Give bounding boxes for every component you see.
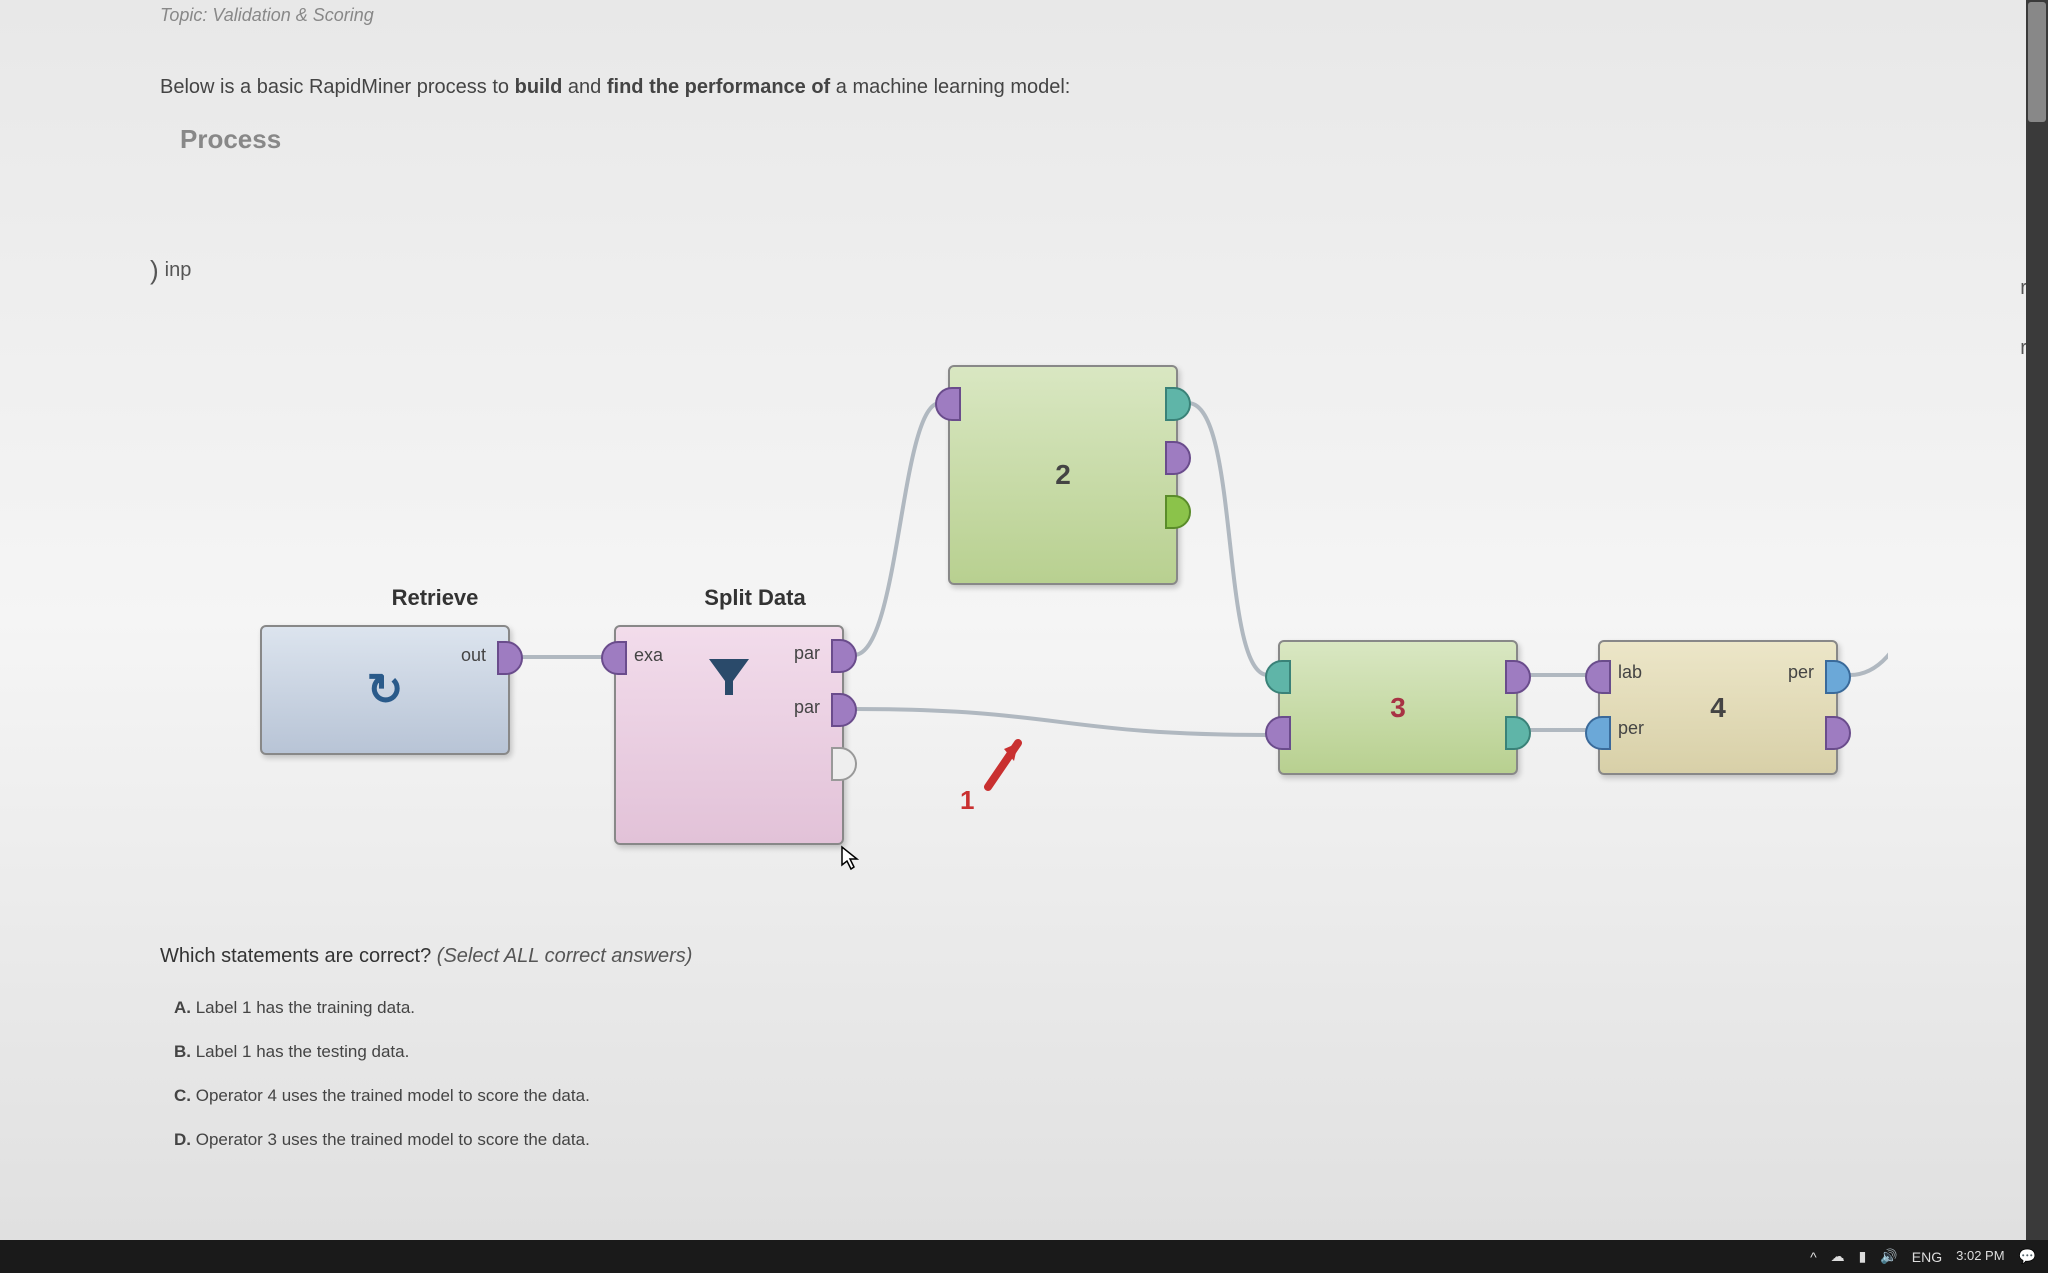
tray-clock[interactable]: 3:02 PM (1956, 1249, 2004, 1263)
opt-letter: D. (174, 1130, 191, 1149)
tray-cloud-icon[interactable]: ☁ (1831, 1248, 1845, 1265)
answer-list: A. Label 1 has the training data. B. Lab… (174, 998, 1888, 1150)
opt-text: Label 1 has the testing data. (191, 1042, 409, 1061)
red-arrow-icon (980, 735, 1030, 795)
opt-text: Label 1 has the training data. (191, 998, 415, 1017)
tray-lang[interactable]: ENG (1912, 1249, 1942, 1265)
split-exa-label: exa (634, 645, 663, 666)
page-content: Topic: Validation & Scoring Below is a b… (0, 0, 2048, 1240)
answer-option-b[interactable]: B. Label 1 has the testing data. (174, 1042, 1888, 1062)
op4-lab-label: lab (1618, 662, 1642, 683)
op2-label: 2 (1055, 459, 1071, 491)
question-block: Which statements are correct? (Select AL… (160, 945, 1888, 1150)
scrollbar-thumb[interactable] (2028, 2, 2046, 122)
process-inp-port-label: inp (150, 255, 191, 286)
red-label-1: 1 (960, 785, 974, 816)
answer-option-a[interactable]: A. Label 1 has the training data. (174, 998, 1888, 1018)
op4-per-in-port[interactable] (1585, 716, 1611, 750)
split-par2-port[interactable] (831, 693, 857, 727)
opt-text: Operator 4 uses the trained model to sco… (191, 1086, 590, 1105)
split-par1-label: par (794, 643, 820, 664)
intro-mid: and (562, 76, 606, 98)
retrieve-title: Retrieve (315, 585, 555, 611)
op3-in2-port[interactable] (1265, 716, 1291, 750)
intro-line: Below is a basic RapidMiner process to b… (160, 76, 1888, 99)
question-hint: (Select ALL correct answers) (437, 945, 693, 967)
op4-lab-port[interactable] (1585, 660, 1611, 694)
split-exa-port[interactable] (601, 641, 627, 675)
tray-chevron-icon[interactable]: ^ (1810, 1249, 1817, 1265)
taskbar[interactable]: ^ ☁ ▮ 🔊 ENG 3:02 PM 💬 (0, 1240, 2048, 1273)
op4-out2-port[interactable] (1825, 716, 1851, 750)
opt-letter: B. (174, 1042, 191, 1061)
op4-per-out-label: per (1788, 662, 1814, 683)
op3-out2-port[interactable] (1505, 716, 1531, 750)
retrieve-out-label: out (461, 645, 486, 666)
op4-per-in-label: per (1618, 718, 1644, 739)
topic-line: Topic: Validation & Scoring (160, 0, 1888, 26)
op2-out3-port[interactable] (1165, 495, 1191, 529)
tray-battery-icon[interactable]: ▮ (1859, 1248, 1867, 1265)
filter-icon (707, 655, 751, 699)
op3-in1-port[interactable] (1265, 660, 1291, 694)
process-title: Process (180, 124, 1888, 155)
opt-letter: C. (174, 1086, 191, 1105)
answer-option-d[interactable]: D. Operator 3 uses the trained model to … (174, 1130, 1888, 1150)
op4-per-out-port[interactable] (1825, 660, 1851, 694)
operator-2[interactable]: 2 (948, 365, 1178, 585)
question-text: Which statements are correct? (160, 945, 437, 967)
split-extra-port[interactable] (831, 747, 857, 781)
retrieve-out-port[interactable] (497, 641, 523, 675)
intro-post: a machine learning model: (830, 76, 1070, 98)
split-par2-label: par (794, 697, 820, 718)
process-canvas[interactable]: inp re re Retrieve ↻ out Split Data exa … (160, 165, 1888, 945)
op2-out1-port[interactable] (1165, 387, 1191, 421)
opt-letter: A. (174, 998, 191, 1017)
answer-option-c[interactable]: C. Operator 4 uses the trained model to … (174, 1086, 1888, 1106)
tray-sound-icon[interactable]: 🔊 (1880, 1248, 1897, 1265)
split-par1-port[interactable] (831, 639, 857, 673)
tray-time: 3:02 PM (1956, 1249, 2004, 1263)
question-prompt: Which statements are correct? (Select AL… (160, 945, 1888, 968)
operator-3[interactable]: 3 (1278, 640, 1518, 775)
op2-in-port[interactable] (935, 387, 961, 421)
scrollbar[interactable] (2026, 0, 2048, 1240)
op3-out1-port[interactable] (1505, 660, 1531, 694)
intro-b2: find the performance of (607, 76, 830, 98)
op4-label: 4 (1710, 692, 1726, 724)
intro-b1: build (515, 76, 563, 98)
op3-label: 3 (1390, 692, 1406, 724)
split-title: Split Data (635, 585, 875, 611)
op2-out2-port[interactable] (1165, 441, 1191, 475)
operator-retrieve[interactable]: ↻ out (260, 625, 510, 755)
retrieve-icon: ↻ (367, 665, 404, 716)
operator-4[interactable]: 4 lab per per (1598, 640, 1838, 775)
intro-pre: Below is a basic RapidMiner process to (160, 76, 515, 98)
operator-split-data[interactable]: exa par par (614, 625, 844, 845)
tray-notif-icon[interactable]: 💬 (2019, 1248, 2036, 1265)
cursor-icon (840, 845, 860, 871)
opt-text: Operator 3 uses the trained model to sco… (191, 1130, 590, 1149)
